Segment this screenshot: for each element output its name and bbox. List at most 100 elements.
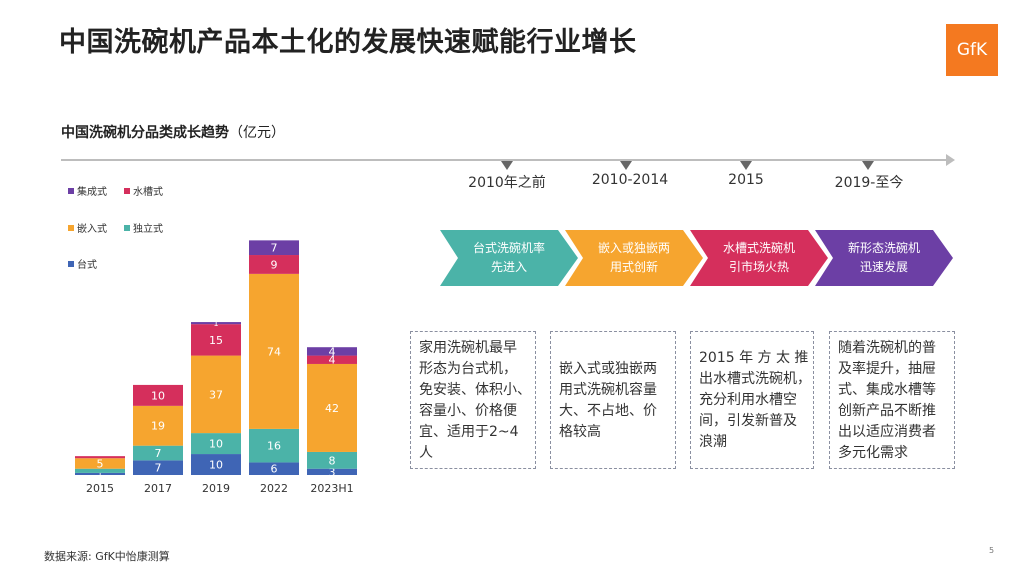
box-4-line: 随着洗碗机的普 bbox=[838, 340, 936, 356]
timeline-arrow-icon bbox=[946, 154, 955, 166]
legend-label: 水槽式 bbox=[133, 185, 163, 198]
timeline-period-2: 2010-2014 bbox=[591, 172, 669, 188]
box-4-line: 多元化需求 bbox=[838, 445, 908, 461]
box-3-line: 出水槽式洗碗机， bbox=[699, 371, 811, 387]
timeline-tick-2 bbox=[620, 161, 632, 170]
timeline-tick-4 bbox=[862, 161, 874, 170]
bar-value-label: 15 bbox=[209, 334, 223, 347]
data-source: 数据来源: GfK中怡康测算 bbox=[44, 550, 170, 563]
stage-chevron-1: 台式洗碗机率 先进入 bbox=[440, 230, 578, 286]
gfk-logo: GfK bbox=[946, 24, 998, 76]
box-4-line: 式、集成水槽等 bbox=[838, 382, 936, 398]
bar-segment bbox=[249, 255, 299, 274]
box-1-line: 容量小、价格便 bbox=[419, 403, 517, 419]
timeline-axis bbox=[61, 159, 949, 161]
box-2-line: 大、不占地、价 bbox=[559, 403, 657, 419]
bar-value-label: 10 bbox=[151, 389, 165, 402]
stage-chevron-2: 嵌入或独嵌两 用式创新 bbox=[565, 230, 703, 286]
bar-segment bbox=[75, 458, 125, 469]
bar-segment bbox=[249, 428, 299, 463]
bar-value-label: 74 bbox=[267, 345, 281, 358]
bar-value-label: 7 bbox=[271, 242, 278, 255]
bar-value-label: 10 bbox=[209, 458, 223, 471]
stage-description-box-2: 嵌入式或独嵌两 用式洗碗机容量 大、不占地、价 格较高 bbox=[550, 331, 676, 469]
bar-value-label: 4 bbox=[329, 345, 336, 358]
stage-chevron-3: 水槽式洗碗机 引市场火热 bbox=[690, 230, 828, 286]
bar-value-label: 3 bbox=[329, 466, 336, 479]
legend-swatch bbox=[68, 225, 74, 231]
timeline-period-3: 2015 bbox=[728, 172, 764, 188]
bar-segment bbox=[249, 240, 299, 256]
box-1-line: 人 bbox=[419, 445, 433, 461]
bar-segment bbox=[307, 347, 357, 356]
x-tick-label: 2019 bbox=[202, 482, 230, 495]
box-1-line: 形态为台式机， bbox=[419, 361, 517, 377]
bar-value-label: 7 bbox=[155, 447, 162, 460]
bar-value-label: 5 bbox=[97, 457, 104, 470]
bar-segment bbox=[75, 472, 125, 475]
x-tick-label: 2023H1 bbox=[310, 482, 353, 495]
stage-description-box-3: 2015 年 方 太 推 出水槽式洗碗机， 充分利用水槽空 间，引发新普及 浪潮 bbox=[690, 331, 814, 469]
stage-2-line2: 用式创新 bbox=[609, 260, 658, 274]
stage-4-line1: 新形态洗碗机 bbox=[847, 241, 920, 255]
chart-unit: （亿元） bbox=[229, 125, 285, 141]
bar-value-label: 16 bbox=[267, 440, 281, 453]
bar-value-label: 19 bbox=[151, 420, 165, 433]
legend-label: 独立式 bbox=[133, 222, 163, 235]
box-3-line: 充分利用水槽空 bbox=[699, 392, 797, 408]
box-3-line: 浪潮 bbox=[699, 434, 727, 450]
box-4-line: 创新产品不断推 bbox=[838, 403, 936, 419]
chart-title-text: 中国洗碗机分品类成长趋势 bbox=[61, 125, 229, 141]
bar-segment bbox=[191, 433, 241, 455]
legend-swatch bbox=[68, 261, 74, 267]
bar-segment bbox=[191, 322, 241, 325]
bar-segment bbox=[133, 405, 183, 446]
bar-value-label: 1 bbox=[213, 319, 218, 328]
legend-label: 台式 bbox=[77, 258, 97, 271]
x-tick-label: 2017 bbox=[144, 482, 172, 495]
bar-segment bbox=[191, 324, 241, 356]
legend-swatch bbox=[124, 188, 130, 194]
bar-value-label: 4 bbox=[329, 354, 336, 367]
page-title: 中国洗碗机产品本土化的发展快速赋能行业增长 bbox=[59, 27, 637, 58]
stage-4-line2: 迅速发展 bbox=[859, 260, 908, 274]
bar-segment bbox=[249, 462, 299, 475]
stage-1-line1: 台式洗碗机率 bbox=[472, 241, 545, 255]
bar-value-label: 8 bbox=[329, 454, 336, 467]
bar-segment bbox=[75, 468, 125, 473]
box-1-line: 免安装、体积小、 bbox=[419, 382, 531, 398]
bar-segment bbox=[249, 273, 299, 429]
legend-swatch bbox=[124, 225, 130, 231]
stage-2-line1: 嵌入或独嵌两 bbox=[597, 241, 670, 255]
bar-value-label: 9 bbox=[271, 258, 278, 271]
box-2-line: 格较高 bbox=[559, 424, 601, 440]
bar-segment bbox=[307, 468, 357, 475]
bar-value-label: 42 bbox=[325, 402, 339, 415]
legend-label: 嵌入式 bbox=[77, 222, 107, 235]
bar-value-label: 6 bbox=[271, 463, 278, 476]
timeline-tick-3 bbox=[740, 161, 752, 170]
legend-swatch bbox=[68, 188, 74, 194]
box-4-line: 及率提升，抽屉 bbox=[838, 361, 936, 377]
bar-segment bbox=[133, 460, 183, 475]
bar-segment bbox=[75, 456, 125, 459]
timeline-period-4: 2019-至今 bbox=[834, 175, 904, 191]
bar-segment bbox=[307, 355, 357, 364]
legend-label: 集成式 bbox=[77, 185, 107, 198]
bar-segment bbox=[307, 451, 357, 469]
stage-3-line2: 引市场火热 bbox=[728, 260, 789, 274]
bar-segment bbox=[191, 355, 241, 434]
timeline-tick-1 bbox=[501, 161, 513, 170]
box-3-line: 间，引发新普及 bbox=[699, 413, 797, 429]
bar-value-label: 7 bbox=[155, 462, 162, 475]
stage-description-box-1: 家用洗碗机最早 形态为台式机， 免安装、体积小、 容量小、价格便 宜、适用于2~… bbox=[410, 331, 536, 469]
box-2-line: 嵌入式或独嵌两 bbox=[559, 361, 657, 377]
box-1-line: 家用洗碗机最早 bbox=[419, 340, 517, 356]
bar-segment bbox=[191, 454, 241, 475]
box-2-line: 用式洗碗机容量 bbox=[559, 382, 657, 398]
stage-1-line2: 先进入 bbox=[490, 260, 527, 274]
bar-value-label: 10 bbox=[209, 438, 223, 451]
timeline-period-1: 2010年之前 bbox=[468, 175, 546, 191]
box-3-line: 2015 年 方 太 推 bbox=[699, 350, 809, 366]
